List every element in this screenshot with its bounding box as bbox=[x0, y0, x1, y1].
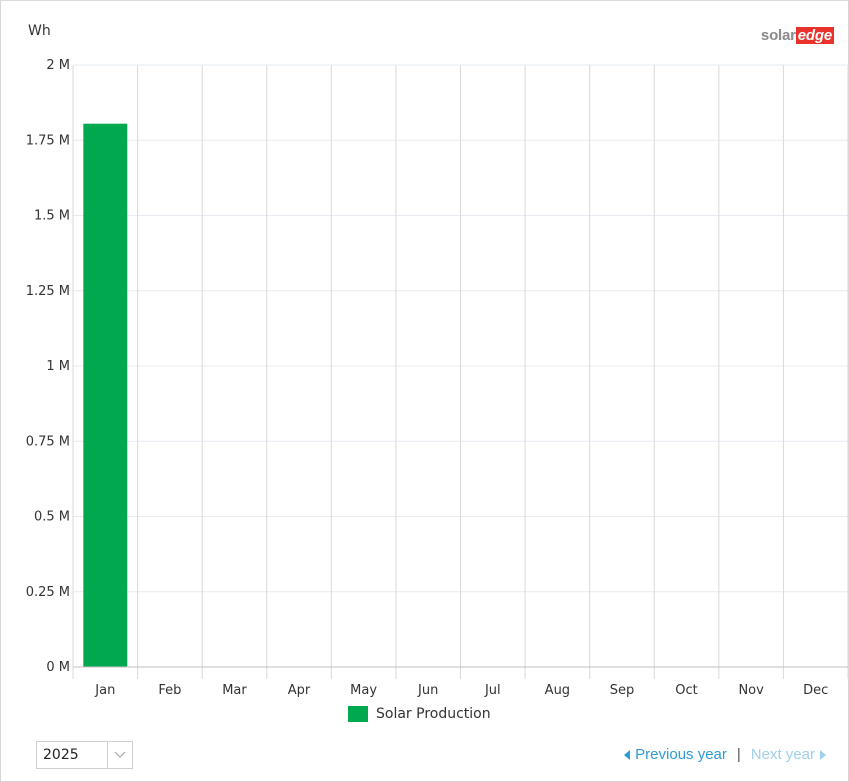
nav-separator: | bbox=[736, 746, 741, 763]
y-tick-label: 0.25 M bbox=[26, 585, 70, 600]
y-tick-label: 0.75 M bbox=[26, 434, 70, 449]
x-tick-label: Aug bbox=[545, 683, 570, 698]
logo-text-edge: edge bbox=[795, 27, 834, 44]
x-tick-label: Sep bbox=[610, 683, 635, 698]
y-tick-label: 1 M bbox=[46, 359, 70, 374]
previous-year-label: Previous year bbox=[635, 746, 727, 763]
previous-year-link[interactable]: Previous year bbox=[624, 746, 727, 763]
logo-text-solar: solar bbox=[760, 27, 796, 44]
y-tick-label: 0.5 M bbox=[34, 510, 70, 525]
legend[interactable]: Solar Production bbox=[348, 705, 491, 723]
chevron-down-icon[interactable] bbox=[107, 742, 132, 768]
solaredge-logo: solar edge bbox=[761, 27, 834, 45]
next-year-label: Next year bbox=[750, 746, 815, 763]
next-year-link[interactable]: Next year bbox=[751, 746, 826, 763]
x-tick-label: Oct bbox=[675, 683, 697, 698]
year-navigation: Previous year | Next year bbox=[624, 746, 826, 763]
legend-label-solar-production: Solar Production bbox=[376, 706, 491, 722]
bar-chart: 0 M 0.25 M 0.5 M 0.75 M 1 M 1.25 M 1.5 M 1.75 M… bbox=[26, 58, 849, 698]
x-tick-label: Jul bbox=[484, 683, 501, 698]
y-tick-label: 1.75 M bbox=[26, 133, 70, 148]
y-tick-label: 1.5 M bbox=[34, 209, 70, 224]
y-tick-label: 0 M bbox=[46, 660, 70, 675]
bar-jan bbox=[83, 123, 128, 667]
year-select[interactable]: 2025 bbox=[36, 741, 133, 769]
x-tick-label: Nov bbox=[738, 683, 764, 698]
y-tick-label: 1.25 M bbox=[26, 284, 70, 299]
x-tick-label: Jun bbox=[417, 683, 438, 698]
caret-left-icon bbox=[624, 749, 631, 760]
x-tick-label: Feb bbox=[158, 683, 181, 698]
unit-label: Wh bbox=[28, 23, 51, 39]
x-tick-label: Apr bbox=[288, 683, 311, 698]
x-tick-label: Jan bbox=[94, 683, 115, 698]
x-tick-label: Dec bbox=[803, 683, 828, 698]
caret-right-icon bbox=[820, 749, 826, 760]
legend-swatch-solar-production bbox=[348, 706, 368, 722]
year-select-value: 2025 bbox=[43, 747, 79, 763]
x-tick-label: May bbox=[350, 683, 377, 698]
y-tick-label: 2 M bbox=[46, 58, 70, 73]
x-tick-label: Mar bbox=[222, 683, 247, 698]
